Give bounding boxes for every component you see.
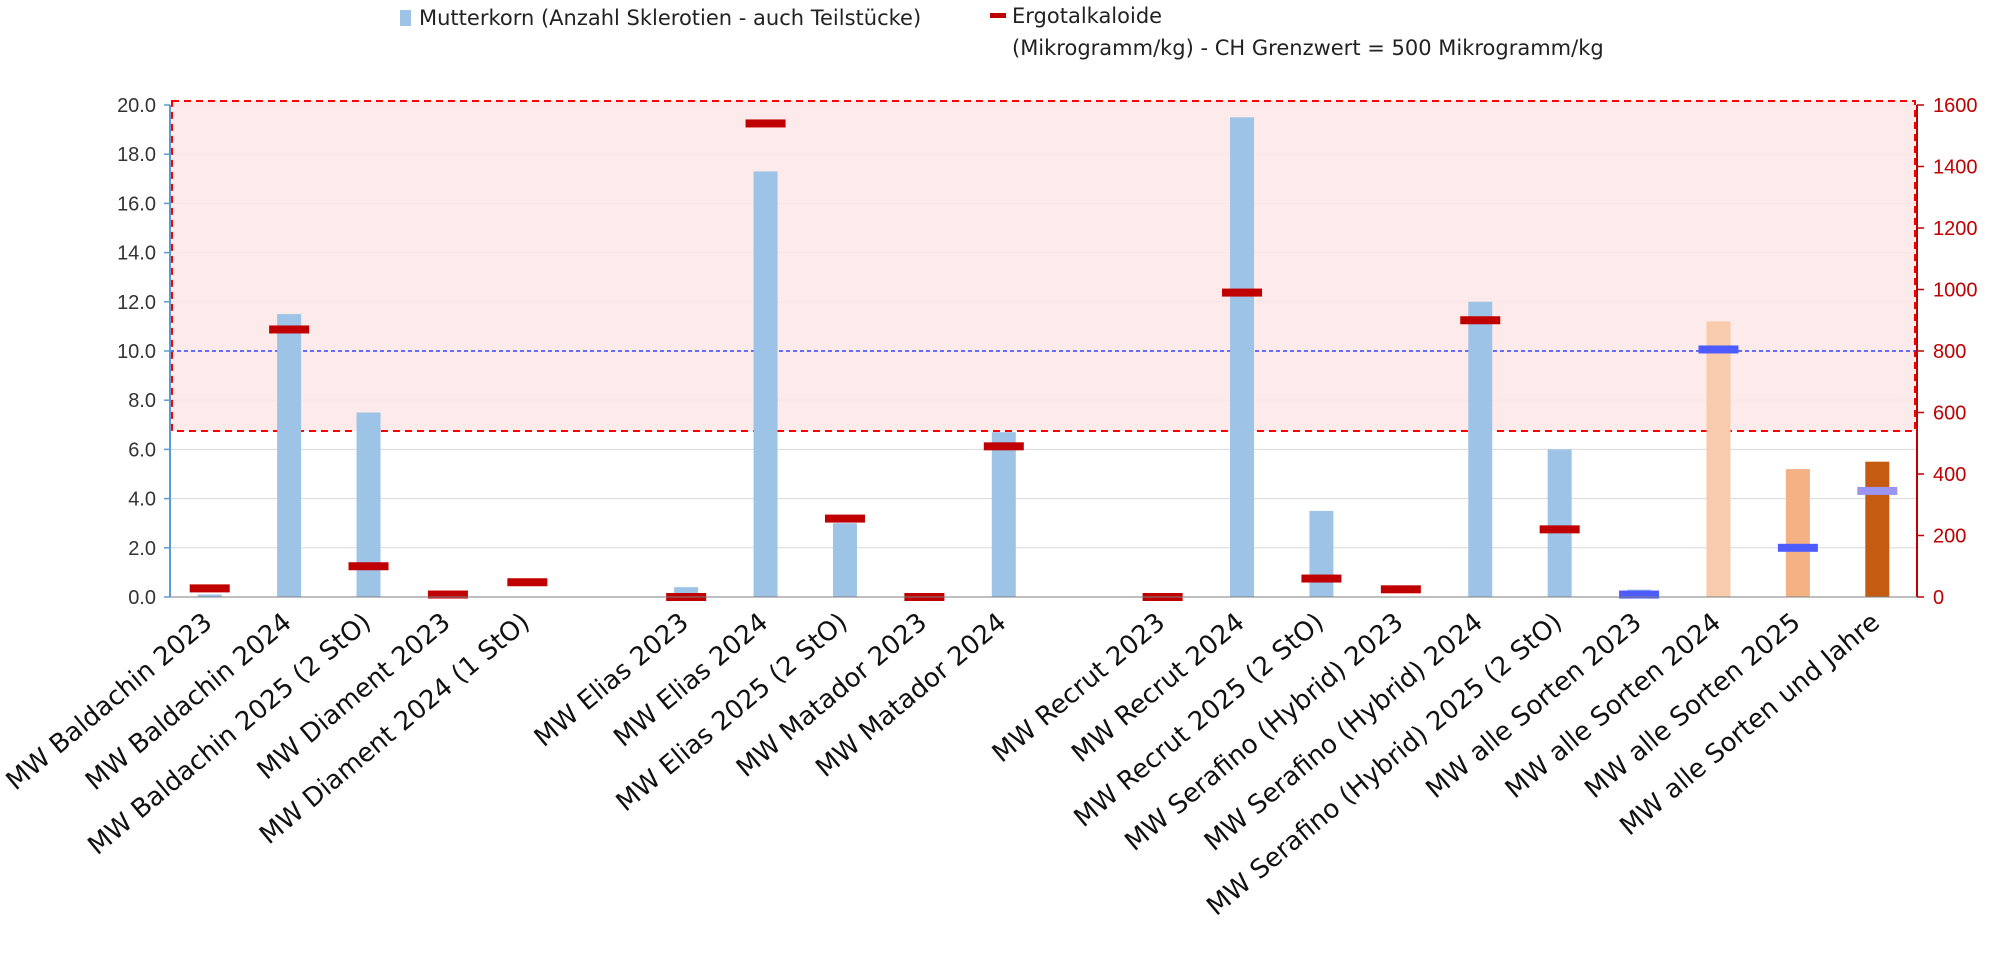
- ergot-marker: [824, 514, 865, 523]
- right-tick-label: 0: [1933, 587, 1944, 609]
- ergot-marker: [745, 119, 786, 128]
- mutterkorn-bar: [1706, 321, 1731, 597]
- mutterkorn-bar: [197, 594, 222, 597]
- legend-bar-swatch: [400, 10, 411, 26]
- ergot-marker: [427, 590, 468, 599]
- legend-ergot-sub: (Mikrogramm/kg) - CH Grenzwert = 500 Mik…: [1012, 36, 1604, 60]
- ergot-marker: [1301, 574, 1342, 583]
- ergot-marker: [1777, 543, 1818, 552]
- ergot-marker: [1460, 316, 1501, 325]
- mutterkorn-bar: [674, 587, 699, 597]
- right-tick-label: 1000: [1933, 280, 1978, 302]
- ergot-marker: [1222, 288, 1263, 297]
- ergot-marker: [983, 442, 1024, 451]
- ergot-marker: [507, 578, 548, 587]
- mutterkorn-bar: [1309, 510, 1334, 597]
- ergot-marker: [1380, 585, 1421, 594]
- legend-ergot-label: Ergotalkaloide: [1012, 4, 1163, 28]
- ergot-marker: [1857, 486, 1898, 495]
- mutterkorn-bar: [991, 432, 1016, 597]
- left-tick-label: 8.0: [128, 390, 156, 412]
- left-tick-label: 6.0: [128, 439, 156, 461]
- legend-line-swatch: [990, 13, 1006, 18]
- left-tick-labels: 0.0 2.0 4.0 6.0 8.0 10.0 12.0 14.0 16.0 18.0 20.0: [117, 95, 170, 609]
- right-tick-label: 1200: [1933, 218, 1978, 240]
- right-tick-label: 1600: [1933, 95, 1978, 117]
- left-tick-label: 18.0: [117, 144, 156, 166]
- right-tick-label: 1400: [1933, 157, 1978, 179]
- legend-mutterkorn: Mutterkorn (Anzahl Sklerotien - auch Tei…: [400, 6, 921, 30]
- left-tick-label: 16.0: [117, 193, 156, 215]
- legend-mutterkorn-label: Mutterkorn (Anzahl Sklerotien - auch Tei…: [419, 6, 922, 30]
- ergot-marker: [189, 584, 230, 593]
- mutterkorn-bar: [753, 171, 778, 598]
- right-tick-label: 400: [1933, 464, 1966, 486]
- ergot-marker: [1619, 590, 1660, 599]
- left-tick-label: 10.0: [117, 341, 156, 363]
- left-tick-label: 4.0: [128, 489, 156, 511]
- ergot-marker: [1539, 525, 1580, 534]
- ergot-marker: [348, 562, 389, 571]
- mutterkorn-bar: [1785, 469, 1810, 597]
- right-tick-label: 800: [1933, 341, 1966, 363]
- mutterkorn-bar: [1230, 117, 1255, 598]
- threshold-zone: [171, 100, 1916, 432]
- mutterkorn-bar: [277, 314, 302, 597]
- ergot-marker: [1698, 345, 1739, 354]
- mutterkorn-bar: [1468, 301, 1493, 597]
- legend-ergot: Ergotalkaloide (Mikrogramm/kg) - CH Gren…: [990, 0, 1604, 64]
- left-tick-label: 14.0: [117, 243, 156, 265]
- mutterkorn-bar: [1865, 461, 1890, 597]
- right-tick-labels: 0 200 400 600 800 1000 1200 1400 1600: [1917, 95, 1978, 609]
- bars: [197, 117, 1890, 598]
- right-tick-label: 200: [1933, 526, 1966, 548]
- mutterkorn-bar: [1547, 449, 1572, 597]
- ergot-marker: [269, 325, 310, 334]
- mutterkorn-bar: [832, 523, 857, 597]
- left-tick-label: 0.0: [128, 587, 156, 609]
- left-tick-label: 12.0: [117, 292, 156, 314]
- right-tick-label: 600: [1933, 403, 1966, 425]
- left-tick-label: 20.0: [117, 95, 156, 117]
- left-tick-label: 2.0: [128, 538, 156, 560]
